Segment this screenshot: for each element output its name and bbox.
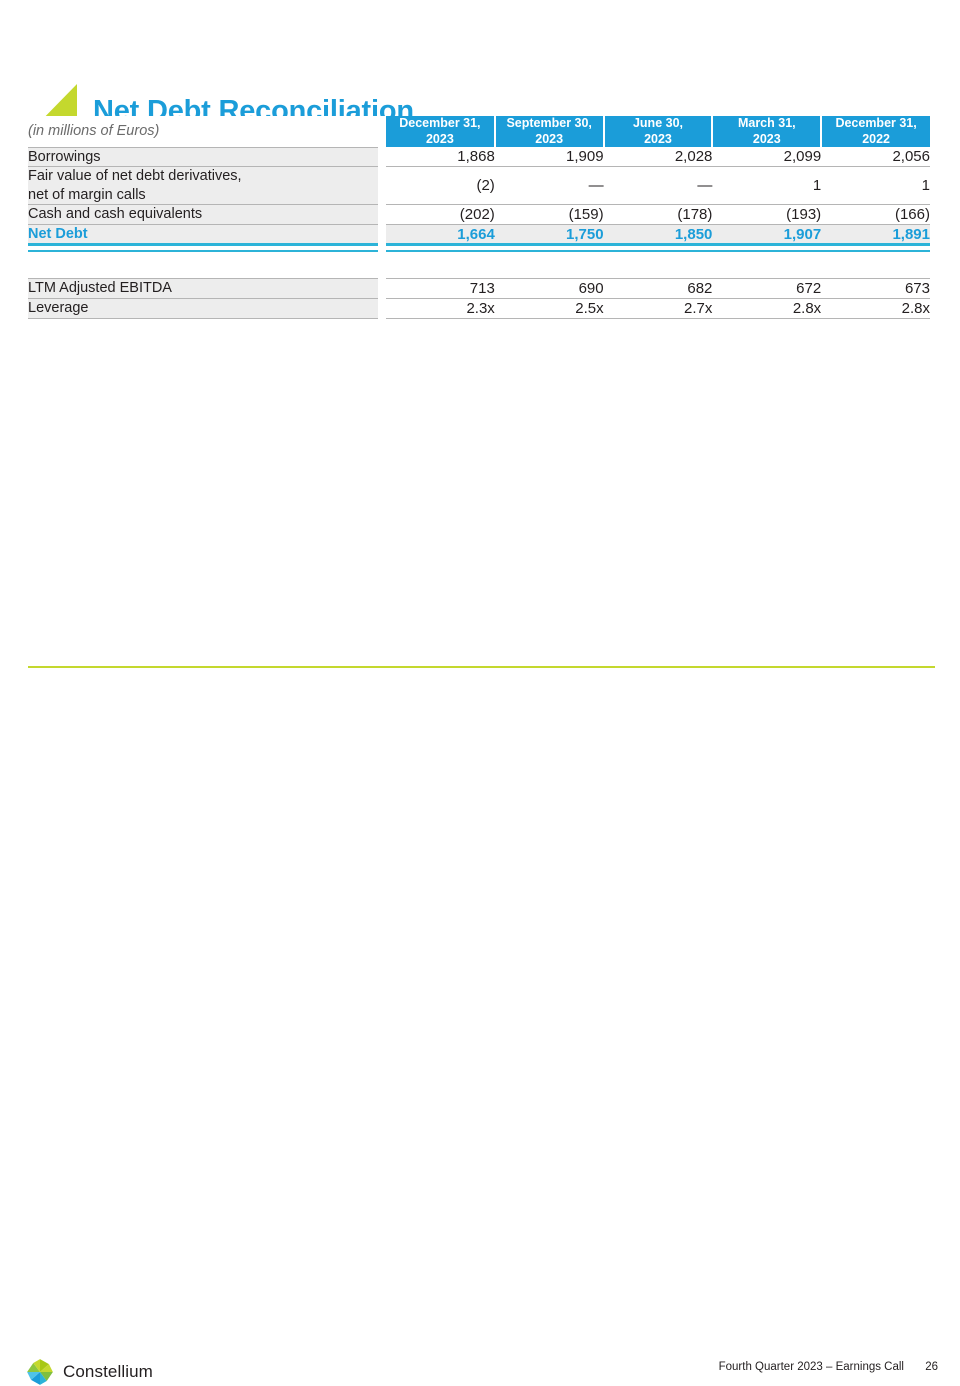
column-header-3-line2: 2023: [752, 131, 781, 146]
cell-ltm-ebitda-2: 682: [603, 278, 713, 300]
column-header-0-line2: 2023: [425, 131, 454, 146]
row-label-fair-value: Fair value of net debt derivatives, net …: [28, 166, 378, 206]
column-header-0-line1: December 31,: [399, 116, 481, 130]
cell-net-debt-0: 1,664: [386, 224, 495, 245]
column-header-2: June 30, 2023: [603, 116, 714, 148]
cell-net-debt-1: 1,750: [494, 224, 604, 245]
constellium-logo-icon: [27, 1359, 53, 1385]
cell-leverage-1: 2.5x: [494, 298, 604, 319]
table-row: Borrowings 1,868 1,909 2,028 2,099 2,056: [28, 146, 930, 168]
cell-leverage-4: 2.8x: [821, 298, 930, 319]
company-name: Constellium: [63, 1362, 153, 1381]
column-header-2-line1: June 30,: [632, 116, 683, 130]
page-number: 26: [925, 1361, 938, 1373]
column-header-4: December 31, 2022: [821, 116, 930, 148]
net-debt-table: (in millions of Euros) December 31, 2023…: [28, 116, 930, 319]
column-gap: [378, 278, 386, 299]
spacer-gap: [378, 252, 386, 279]
column-header-4-line1: December 31,: [835, 116, 917, 130]
slide-canvas: Net Debt Reconciliation (in millions of …: [0, 40, 960, 1385]
row-label-leverage: Leverage: [28, 298, 378, 319]
cell-borrowings-3: 2,099: [712, 147, 822, 168]
column-header-4-line2: 2022: [862, 131, 890, 146]
column-gap: [378, 147, 386, 167]
cell-leverage-3: 2.8x: [712, 298, 822, 319]
table-header-row: (in millions of Euros) December 31, 2023…: [28, 116, 930, 148]
cell-cash-3: (193): [712, 204, 822, 225]
table-row: LTM Adjusted EBITDA 713 690 682 672 673: [28, 278, 930, 300]
column-header-3-line1: March 31,: [737, 116, 796, 130]
cell-net-debt-2: 1,850: [603, 224, 713, 245]
double-rule-left: [28, 244, 378, 253]
cell-leverage-2: 2.7x: [603, 298, 713, 319]
footer-note: Fourth Quarter 2023 – Earnings Call: [718, 1361, 904, 1373]
cell-borrowings-1: 1,909: [494, 147, 604, 168]
row-label-fair-value-line1: Fair value of net debt derivatives,: [28, 168, 242, 185]
net-debt-double-rule-row: [28, 244, 930, 253]
cell-fair-value-3: 1: [712, 166, 822, 206]
double-rule-right: [386, 244, 930, 253]
cell-cash-2: (178): [603, 204, 713, 225]
column-gap: [378, 224, 386, 244]
table-row: Cash and cash equivalents (202) (159) (1…: [28, 204, 930, 225]
row-label-net-debt: Net Debt: [28, 224, 378, 245]
column-header-0: December 31, 2023: [386, 116, 496, 148]
table-section-spacer: [28, 252, 930, 279]
column-gap: [378, 116, 386, 148]
cell-cash-0: (202): [386, 204, 495, 225]
cell-borrowings-2: 2,028: [603, 147, 713, 168]
cell-ltm-ebitda-4: 673: [821, 278, 930, 300]
cell-cash-4: (166): [821, 204, 930, 225]
cell-net-debt-4: 1,891: [821, 224, 930, 245]
row-label-fair-value-line2: net of margin calls: [28, 186, 146, 203]
column-gap: [378, 298, 386, 319]
company-logo: Constellium: [26, 1358, 153, 1386]
spacer-right: [386, 252, 930, 279]
spacer-left: [28, 252, 378, 279]
table-row: Leverage 2.3x 2.5x 2.7x 2.8x 2.8x: [28, 298, 930, 319]
cell-fair-value-0: (2): [386, 166, 495, 206]
units-label: (in millions of Euros): [28, 116, 378, 148]
column-gap: [378, 166, 386, 205]
cell-leverage-0: 2.3x: [386, 298, 495, 319]
cell-ltm-ebitda-3: 672: [712, 278, 822, 300]
footer-divider: [28, 666, 935, 668]
column-header-1-line1: September 30,: [506, 116, 592, 130]
cell-borrowings-4: 2,056: [821, 147, 930, 168]
cell-fair-value-2: —: [603, 166, 713, 206]
cell-borrowings-0: 1,868: [386, 147, 495, 168]
slide-footer: Constellium Fourth Quarter 2023 – Earnin…: [0, 676, 960, 1385]
row-label-ltm-ebitda: LTM Adjusted EBITDA: [28, 278, 378, 300]
cell-fair-value-4: 1: [821, 166, 930, 206]
row-label-borrowings: Borrowings: [28, 146, 378, 168]
cell-fair-value-1: —: [494, 166, 604, 206]
column-header-1: September 30, 2023: [494, 116, 605, 148]
table-row-net-debt: Net Debt 1,664 1,750 1,850 1,907 1,891: [28, 224, 930, 245]
row-label-cash: Cash and cash equivalents: [28, 204, 378, 225]
table-body: (in millions of Euros) December 31, 2023…: [28, 116, 930, 319]
table-row: Fair value of net debt derivatives, net …: [28, 166, 930, 206]
cell-ltm-ebitda-0: 713: [386, 278, 495, 300]
column-header-1-line2: 2023: [535, 131, 564, 146]
double-rule-gap: [378, 244, 386, 253]
cell-cash-1: (159): [494, 204, 604, 225]
net-debt-table-zone: (in millions of Euros) December 31, 2023…: [28, 116, 930, 319]
cell-net-debt-3: 1,907: [712, 224, 822, 245]
column-gap: [378, 204, 386, 225]
cell-ltm-ebitda-1: 690: [494, 278, 604, 300]
column-header-2-line2: 2023: [644, 131, 672, 146]
title-block: Net Debt Reconciliation: [0, 40, 960, 130]
column-header-3: March 31, 2023: [712, 116, 823, 148]
